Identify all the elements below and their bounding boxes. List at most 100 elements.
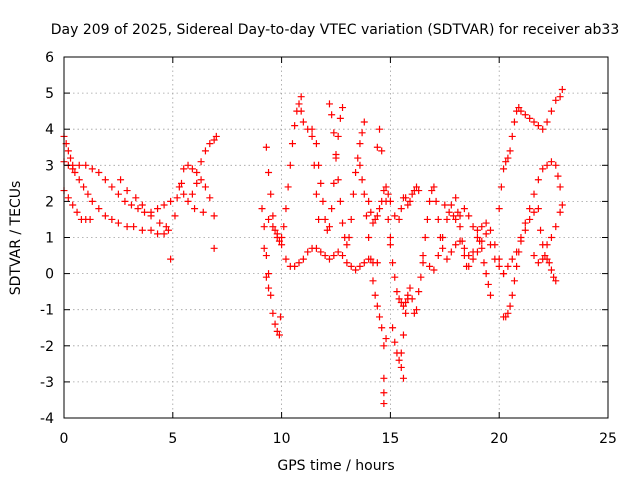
data-point [188,165,196,173]
data-point [534,259,542,267]
data-point [456,223,464,231]
data-point [201,147,209,155]
x-tick-label: 25 [599,431,617,447]
data-point [330,129,338,137]
data-point [510,118,518,126]
data-point [552,277,560,285]
data-point [262,143,270,151]
data-point [339,252,347,260]
data-point [175,183,183,191]
data-point [373,259,381,267]
data-point [480,259,488,267]
data-point [526,215,534,223]
data-point [373,212,381,220]
data-point [371,291,379,299]
data-point [197,158,205,166]
data-point [108,215,116,223]
y-tick-label: 1 [45,231,54,247]
data-point [432,197,440,205]
data-point [67,154,75,162]
data-point [64,147,72,155]
data-point [402,309,410,317]
data-point [184,161,192,169]
data-point [456,212,464,220]
data-point [541,252,549,260]
data-point [304,248,312,256]
data-point [173,194,181,202]
data-point [265,284,273,292]
data-point [482,230,490,238]
data-point [295,100,303,108]
data-point [108,183,116,191]
data-point [269,223,277,231]
data-point [167,197,175,205]
data-point [212,132,220,140]
data-point [543,118,551,126]
data-marks [60,85,566,408]
data-point [360,118,368,126]
data-point [299,118,307,126]
data-point [502,313,510,321]
data-point [447,248,455,256]
y-tick-label: -2 [40,339,54,355]
axis-ticks: 0 5 10 15 20 25 -4 -3 -2 -1 0 1 2 3 4 5 6 [40,50,617,447]
data-point [506,147,514,155]
data-point [265,169,273,177]
data-point [469,223,477,231]
data-point [484,280,492,288]
data-point [534,176,542,184]
data-point [521,111,529,119]
data-point [358,129,366,137]
data-point [280,223,288,231]
data-point [362,212,370,220]
data-point [521,226,529,234]
data-point [273,230,281,238]
data-point [482,219,490,227]
data-point [506,302,514,310]
y-tick-label: 3 [45,158,54,174]
data-point [188,190,196,198]
data-point [497,183,505,191]
data-point [317,248,325,256]
data-point [197,176,205,184]
data-point [543,241,551,249]
data-point [434,215,442,223]
data-point [423,215,431,223]
data-point [465,262,473,270]
data-point [154,205,162,213]
data-point [347,215,355,223]
data-point [278,241,286,249]
data-point [504,262,512,270]
data-point [447,201,455,209]
data-point [360,259,368,267]
data-point [132,194,140,202]
data-point [491,241,499,249]
data-point [267,190,275,198]
data-point [365,197,373,205]
data-point [513,248,521,256]
data-point [399,331,407,339]
data-point [334,176,342,184]
data-point [262,252,270,260]
data-point [550,273,558,281]
data-point [123,187,131,195]
data-point [265,215,273,223]
data-point [373,143,381,151]
data-point [391,212,399,220]
data-point [430,266,438,274]
data-point [312,140,320,148]
data-point [552,223,560,231]
data-point [352,169,360,177]
data-point [210,244,218,252]
data-point [380,389,388,397]
data-point [345,234,353,241]
data-point [393,288,401,296]
data-point [382,183,390,191]
data-point [391,273,399,281]
data-point [376,313,384,321]
data-point [178,179,186,187]
data-point [395,295,403,303]
data-point [297,107,305,115]
x-tick-label: 5 [168,431,177,447]
